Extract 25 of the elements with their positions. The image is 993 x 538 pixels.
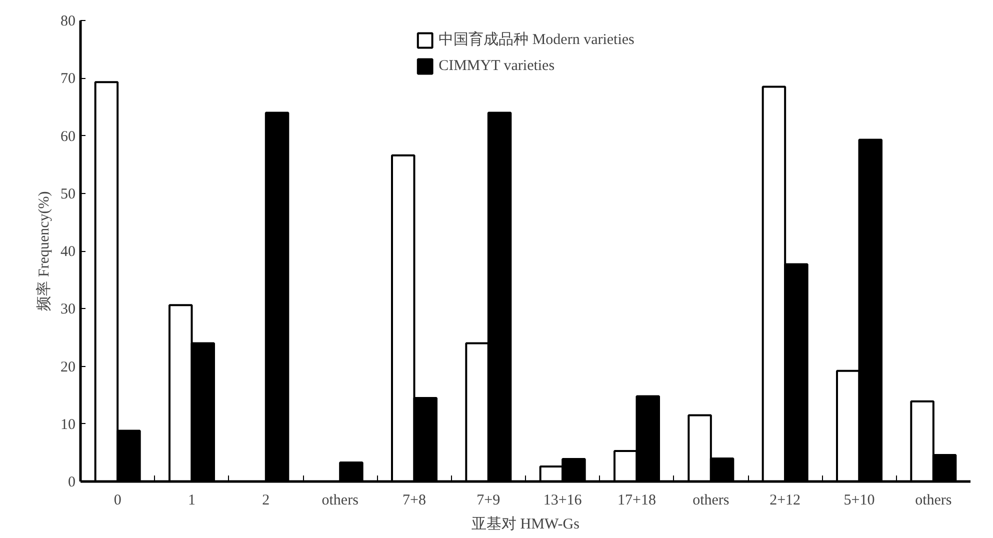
x-tick-label: others [692, 492, 730, 508]
x-tick-label: 2+12 [770, 492, 801, 508]
y-tick-label: 0 [68, 474, 76, 490]
y-tick-label: 40 [60, 244, 76, 260]
y-tick-label: 50 [60, 186, 76, 202]
legend-label: 中国育成品种 Modern varieties [438, 30, 634, 49]
y-tick-label: 70 [60, 71, 76, 88]
x-tick-label: 0 [114, 492, 122, 508]
x-tick-label: 2 [262, 492, 270, 508]
x-tick-label: others [322, 492, 359, 508]
y-tick-label: 30 [60, 302, 76, 318]
x-tick-label: others [915, 492, 952, 508]
y-tick-label: 10 [60, 416, 76, 433]
y-axis-title: 频率 Frequency(%) [36, 191, 52, 311]
y-tick-label: 20 [60, 359, 76, 376]
x-tick-label: 1 [188, 492, 196, 508]
x-axis-title: 亚基对 HMW-Gs [472, 516, 580, 532]
x-tick-label: 5+10 [844, 492, 875, 508]
x-tick-label: 7+8 [402, 492, 426, 508]
x-tick-label: 17+18 [618, 492, 656, 508]
y-tick-label: 80 [60, 14, 76, 30]
y-tick-label: 60 [60, 128, 76, 145]
x-tick-label: 13+16 [543, 492, 582, 508]
x-tick-label: 7+9 [476, 492, 500, 508]
legend-label: CIMMYT varieties [438, 58, 555, 74]
